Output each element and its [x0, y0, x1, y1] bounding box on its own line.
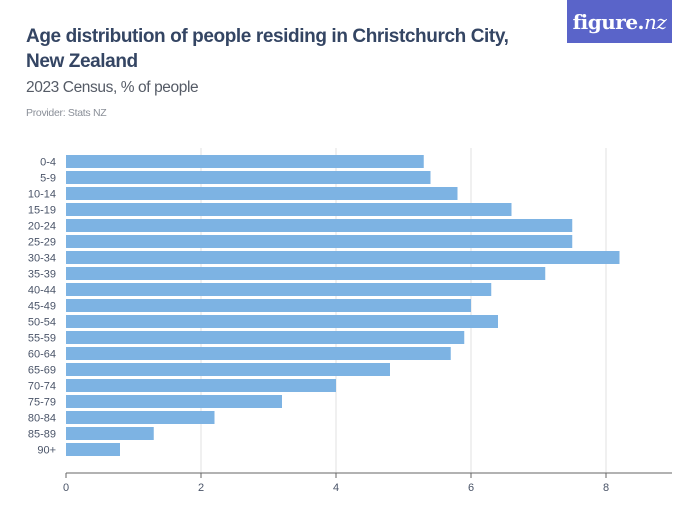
chart-title: Age distribution of people residing in C… [26, 26, 509, 72]
y-tick-label: 80-84 [28, 413, 56, 425]
bar-85-89[interactable] [66, 427, 154, 440]
y-axis-labels: 0-4 5-9 10-14 15-19 20-24 25-29 30-34 35-39 40-4… [28, 157, 56, 457]
y-tick-label: 70-74 [28, 381, 56, 393]
figure-nz-logo[interactable]: figure. nz [567, 0, 672, 43]
y-tick-label: 40-44 [28, 285, 56, 297]
x-tick-label: 2 [198, 482, 204, 494]
bar-30-34[interactable] [66, 251, 620, 264]
bar-50-54[interactable] [66, 315, 498, 328]
y-tick-label: 10-14 [28, 189, 56, 201]
y-tick-label: 0-4 [40, 157, 56, 169]
bar-45-49[interactable] [66, 299, 471, 312]
y-tick-label: 30-34 [28, 253, 56, 265]
y-tick-label: 90+ [37, 445, 56, 457]
y-tick-label: 45-49 [28, 301, 56, 313]
bar-10-14[interactable] [66, 187, 458, 200]
bar-20-24[interactable] [66, 219, 573, 232]
bar-70-74[interactable] [66, 379, 336, 392]
bar-25-29[interactable] [66, 235, 573, 248]
bar-90+[interactable] [66, 443, 120, 456]
bar-55-59[interactable] [66, 331, 465, 344]
x-tick-label: 0 [63, 482, 69, 494]
bar-40-44[interactable] [66, 283, 492, 296]
logo-text: figure. [572, 9, 645, 34]
y-tick-label: 20-24 [28, 221, 56, 233]
x-axis: 0 2 4 6 8 [63, 472, 672, 494]
x-tick-label: 4 [333, 482, 339, 494]
y-tick-label: 75-79 [28, 397, 56, 409]
y-tick-label: 65-69 [28, 365, 56, 377]
bar-65-69[interactable] [66, 363, 390, 376]
bar-5-9[interactable] [66, 171, 431, 184]
bar-75-79[interactable] [66, 395, 282, 408]
chart-subtitle: 2023 Census, % of people [26, 79, 199, 96]
y-tick-label: 15-19 [28, 205, 56, 217]
y-tick-label: 55-59 [28, 333, 56, 345]
bar-0-4[interactable] [66, 155, 424, 168]
y-tick-label: 25-29 [28, 237, 56, 249]
y-tick-label: 35-39 [28, 269, 56, 281]
bar-35-39[interactable] [66, 267, 546, 280]
bar-60-64[interactable] [66, 347, 451, 360]
y-tick-label: 50-54 [28, 317, 56, 329]
bar-80-84[interactable] [66, 411, 215, 424]
logo-text-accent: nz [644, 9, 667, 34]
bar-15-19[interactable] [66, 203, 512, 216]
bars [66, 155, 620, 456]
provider-label: Provider: Stats NZ [26, 107, 107, 119]
x-tick-label: 6 [468, 482, 474, 494]
y-tick-label: 5-9 [40, 173, 56, 185]
x-tick-label: 8 [603, 482, 609, 494]
y-tick-label: 60-64 [28, 349, 56, 361]
y-tick-label: 85-89 [28, 429, 56, 441]
